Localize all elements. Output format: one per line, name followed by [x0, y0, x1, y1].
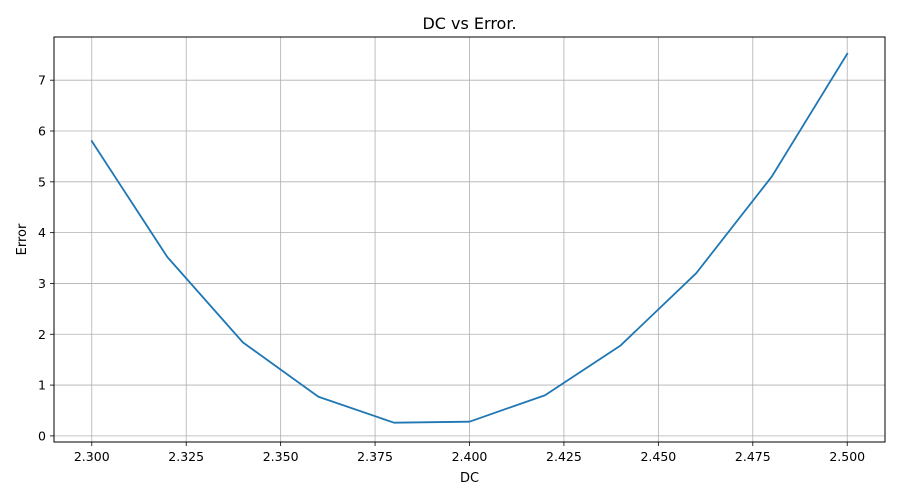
x-tick-label: 2.425	[546, 449, 582, 464]
grid	[54, 37, 885, 442]
x-tick-label: 2.325	[168, 449, 204, 464]
x-tick-label: 2.475	[735, 449, 771, 464]
x-tick-label: 2.400	[452, 449, 488, 464]
ticks: 2.300 2.325 2.350 2.375 2.400 2.425 2.450 2.475…	[38, 73, 865, 464]
y-tick-label: 4	[38, 225, 46, 240]
x-tick-label: 2.500	[829, 449, 865, 464]
chart-title: DC vs Error.	[422, 14, 516, 33]
y-tick-label: 0	[38, 428, 46, 443]
y-tick-label: 5	[38, 174, 46, 189]
y-tick-label: 7	[38, 73, 46, 88]
y-tick-label: 1	[38, 378, 46, 393]
y-tick-label: 3	[38, 276, 46, 291]
y-axis-label: Error	[15, 223, 30, 255]
x-tick-label: 2.375	[357, 449, 393, 464]
x-tick-label: 2.450	[640, 449, 676, 464]
series-line	[90, 52, 849, 424]
x-tick-label: 2.300	[74, 449, 110, 464]
x-tick-label: 2.350	[263, 449, 299, 464]
y-tick-label: 6	[38, 124, 46, 139]
y-tick-label: 2	[38, 327, 46, 342]
x-axis-label: DC	[460, 471, 479, 486]
series-layer	[90, 52, 849, 424]
